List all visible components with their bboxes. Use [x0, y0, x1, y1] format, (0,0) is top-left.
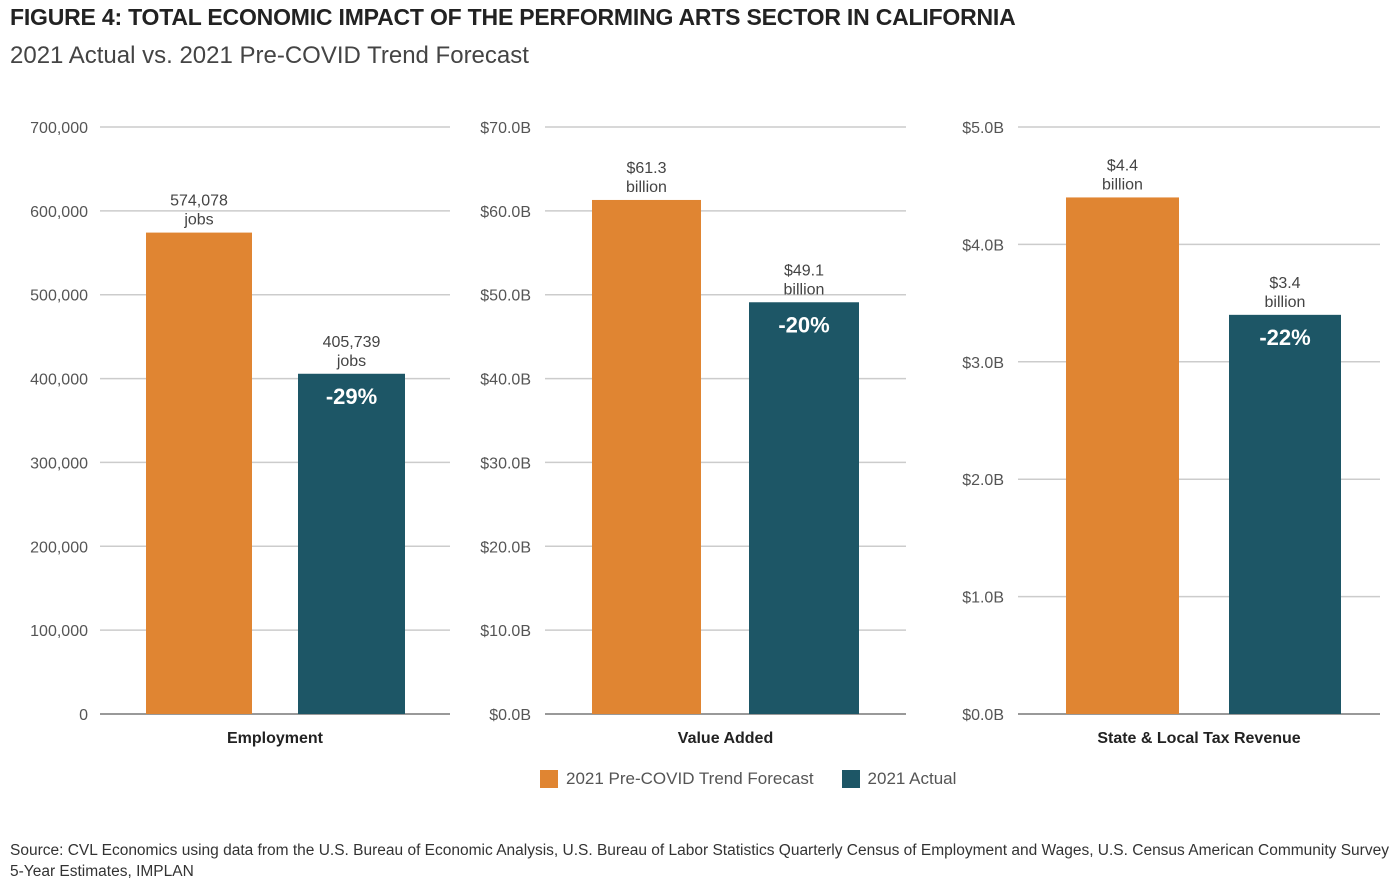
- legend: 2021 Pre-COVID Trend Forecast 2021 Actua…: [540, 769, 956, 789]
- y-tick-label: 600,000: [30, 204, 88, 221]
- percent-change-label: -20%: [778, 312, 829, 337]
- chart-subtitle: 2021 Actual vs. 2021 Pre-COVID Trend For…: [10, 42, 529, 69]
- data-label: $49.1: [784, 262, 824, 279]
- y-tick-label: 500,000: [30, 288, 88, 305]
- y-tick-label: 200,000: [30, 539, 88, 556]
- y-tick-label: 300,000: [30, 455, 88, 472]
- y-tick-label: $5.0B: [962, 120, 1004, 137]
- legend-label: 2021 Pre-COVID Trend Forecast: [566, 769, 814, 788]
- x-category-label: Employment: [227, 730, 324, 747]
- legend-label: 2021 Actual: [867, 769, 957, 788]
- data-label-unit: jobs: [183, 212, 213, 229]
- data-label: 405,739: [323, 334, 381, 351]
- bar-forecast: [1066, 197, 1179, 714]
- legend-item-actual: 2021 Actual: [841, 769, 957, 789]
- y-tick-label: $70.0B: [480, 120, 531, 137]
- y-tick-label: $0.0B: [962, 707, 1004, 724]
- y-tick-label: 100,000: [30, 623, 88, 640]
- chart-title: FIGURE 4: TOTAL ECONOMIC IMPACT OF THE P…: [10, 4, 1016, 30]
- y-tick-label: $60.0B: [480, 204, 531, 221]
- data-label: $4.4: [1107, 157, 1138, 174]
- chart-area: 0 100,000 200,000 300,000 400,000 500,000 600,…: [30, 120, 1380, 747]
- y-tick-label: $0.0B: [489, 707, 531, 724]
- bar-actual: [1229, 314, 1341, 714]
- y-tick-label: 700,000: [30, 120, 88, 137]
- legend-swatch-forecast: [540, 770, 558, 788]
- data-label-unit: jobs: [336, 353, 366, 370]
- y-tick-label: $40.0B: [480, 372, 531, 389]
- y-tick-label: $30.0B: [480, 455, 531, 472]
- y-tick-label: $20.0B: [480, 539, 531, 556]
- x-category-label: Value Added: [678, 730, 773, 747]
- legend-swatch-actual: [841, 770, 860, 788]
- percent-change-label: -29%: [326, 384, 377, 409]
- data-label-unit: billion: [626, 179, 667, 196]
- y-tick-label: $3.0B: [962, 355, 1004, 372]
- data-label: $3.4: [1269, 275, 1300, 292]
- data-label-unit: billion: [1102, 176, 1143, 193]
- data-label: 574,078: [170, 193, 228, 210]
- legend-item-forecast: 2021 Pre-COVID Trend Forecast: [540, 769, 814, 789]
- y-tick-label: $10.0B: [480, 623, 531, 640]
- data-label-unit: billion: [784, 281, 825, 298]
- y-tick-label: $1.0B: [962, 590, 1004, 607]
- data-label: $61.3: [626, 160, 666, 177]
- percent-change-label: -22%: [1259, 325, 1310, 350]
- x-category-label: State & Local Tax Revenue: [1097, 730, 1300, 747]
- data-label-unit: billion: [1265, 294, 1306, 311]
- y-tick-label: $4.0B: [962, 237, 1004, 254]
- y-tick-label: 400,000: [30, 372, 88, 389]
- bar-actual: [298, 373, 405, 714]
- bar-actual: [749, 302, 859, 714]
- bar-forecast: [146, 232, 252, 714]
- y-tick-label: $50.0B: [480, 288, 531, 305]
- y-tick-label: 0: [79, 707, 88, 724]
- source-note: Source: CVL Economics using data from th…: [10, 842, 1389, 880]
- bar-forecast: [592, 199, 701, 715]
- y-tick-label: $2.0B: [962, 472, 1004, 489]
